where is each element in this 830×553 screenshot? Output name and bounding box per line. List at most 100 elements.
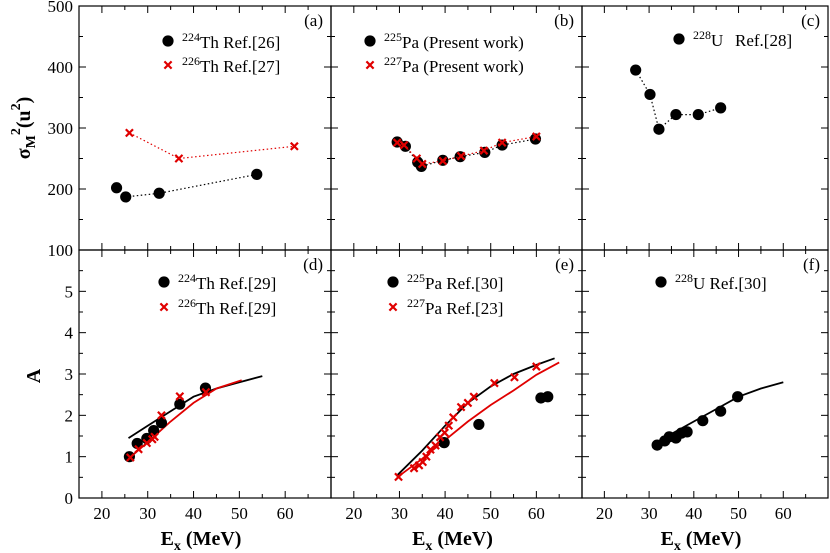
data-point (444, 421, 454, 431)
data-point (125, 453, 135, 462)
panel-b: (b) 225Pa (Present work)227Pa (Present wo… (330, 5, 583, 251)
legend-label: 228U Ref.[30] (675, 271, 767, 293)
legend-marker (388, 302, 398, 312)
data-point (110, 182, 123, 194)
x-tick-label: 40 (437, 504, 454, 523)
data-point (251, 168, 263, 180)
data-point (644, 88, 656, 101)
legend-marker (365, 60, 375, 70)
data-point (157, 410, 166, 420)
data-point (153, 187, 165, 199)
data-point (175, 391, 185, 401)
legend-marker (655, 276, 667, 288)
panel-f: 20 30 40 50 60 (f) 228U Ref.[30] (581, 249, 829, 523)
y-tick-label: 500 (48, 0, 74, 16)
data-point (438, 156, 448, 166)
legend-label: 227Pa (Present work) (384, 54, 524, 76)
legend-label: 224Th Ref.[29] (178, 271, 276, 293)
y-tick-label: 4 (65, 324, 74, 343)
data-point (715, 405, 727, 417)
data-point (456, 402, 466, 412)
model-curve (396, 357, 555, 476)
x-tick-label: 60 (528, 504, 545, 523)
data-point (392, 138, 402, 148)
y-tick-label: 400 (48, 58, 74, 77)
panel-tag: (e) (555, 255, 574, 274)
data-point (174, 398, 186, 410)
data-point (463, 398, 473, 408)
panel-tag: (c) (801, 11, 820, 30)
legend-label: 226Th Ref.[27] (182, 54, 280, 76)
legend-marker (163, 60, 173, 70)
y-tick-label: 300 (48, 119, 74, 138)
data-point (630, 64, 642, 76)
x-tick-label: 30 (641, 504, 658, 523)
x-tick-label: 50 (231, 504, 248, 523)
series-line (116, 173, 257, 198)
data-point (456, 151, 466, 161)
data-point (496, 139, 508, 151)
data-point (531, 362, 541, 371)
data-point (479, 146, 489, 155)
data-point (490, 378, 499, 388)
panel-tag: (b) (554, 11, 574, 30)
data-point (681, 426, 693, 438)
data-point (732, 391, 744, 403)
legend-label: 226Th Ref.[29] (178, 296, 276, 318)
data-point (142, 438, 152, 448)
data-point (417, 159, 427, 169)
x-tick-label: 30 (391, 504, 408, 523)
legend-marker (162, 35, 174, 47)
y-tick-label: 200 (48, 180, 74, 199)
y-tick-label: 5 (65, 282, 74, 301)
legend-label: 228U (693, 28, 723, 50)
x-tick-label: 60 (277, 504, 294, 523)
legend-marker (159, 302, 169, 312)
panel-c: (c) 228U Ref.[28] (581, 5, 829, 251)
series-line (396, 135, 537, 165)
panel-d: 20 30 40 50 60 (d) 224Th Ref.[29] 226Th Ref.[29… (78, 249, 332, 523)
y-tick-label: 1 (65, 448, 74, 467)
legend-label: 224Th Ref.[26] (182, 30, 280, 52)
data-point (440, 428, 450, 438)
x-tick-label: 20 (93, 504, 110, 523)
data-point (125, 128, 134, 138)
data-point (670, 108, 682, 121)
y-tick-label: 3 (65, 365, 74, 384)
data-point (497, 138, 507, 148)
x-tick-label: 50 (730, 504, 747, 523)
data-point (510, 372, 519, 382)
x-tick-label: 30 (139, 504, 156, 523)
panel-a: (a) 224Th Ref.[26]226Th Ref.[27] (78, 5, 332, 251)
y-axis-title-bottom: A (23, 368, 45, 383)
data-point (201, 387, 211, 397)
x-axis-title: Ex (MeV) (161, 528, 242, 553)
x-axis-title: Ex (MeV) (412, 528, 493, 553)
data-point (120, 191, 132, 203)
x-tick-label: 40 (185, 504, 202, 523)
data-point (155, 417, 168, 429)
y-tick-label: 2 (65, 406, 74, 425)
legend-marker (364, 35, 376, 47)
data-point (418, 457, 428, 467)
legend-label: 225Pa Ref.[30] (407, 271, 503, 293)
data-point (134, 444, 143, 454)
data-point (399, 140, 409, 150)
y-tick-label: 100 (48, 241, 74, 260)
data-point (469, 392, 479, 402)
panel-tag: (f) (803, 255, 820, 274)
legend-label: Ref.[28] (735, 31, 792, 50)
legend-marker (387, 276, 399, 288)
data-point (531, 132, 541, 141)
model-curve (128, 375, 263, 439)
x-tick-label: 20 (596, 504, 613, 523)
data-point (448, 413, 458, 422)
legend-marker (158, 276, 170, 288)
legend-label: 225Pa (Present work) (384, 30, 524, 52)
x-tick-label: 20 (345, 504, 362, 523)
panel-e: 20 30 40 50 60 (e) 225Pa Ref.[30] 227Pa Ref.[23… (330, 249, 583, 523)
data-point (542, 391, 554, 403)
data-point (431, 441, 440, 450)
model-curve (127, 379, 242, 460)
data-point (697, 415, 709, 427)
